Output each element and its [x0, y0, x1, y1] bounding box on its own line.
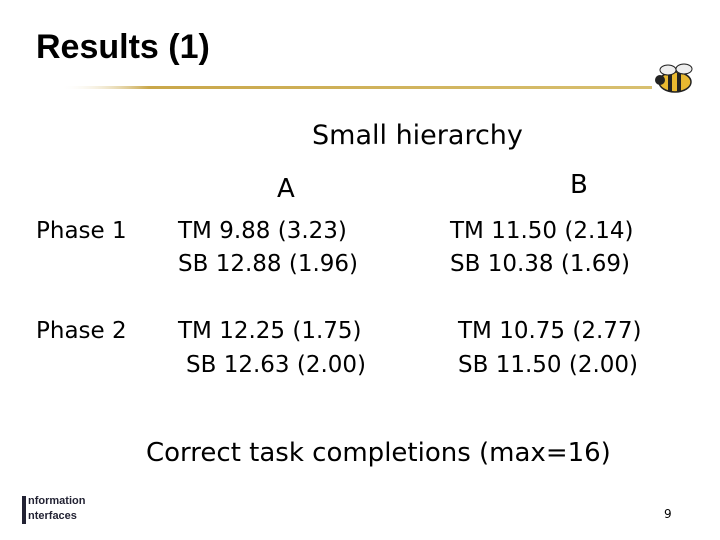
column-header: A	[277, 174, 295, 204]
column-header: B	[570, 170, 588, 200]
subtitle: Small hierarchy	[312, 120, 523, 151]
logo-bars	[22, 496, 26, 524]
row-label: Phase 2	[36, 318, 127, 344]
slide-title: Results (1)	[36, 28, 210, 66]
cell: SB 12.63 (2.00)	[186, 352, 367, 378]
cell: TM 11.50 (2.14)	[450, 218, 634, 244]
cell: SB 12.88 (1.96)	[178, 251, 359, 277]
page-number: 9	[664, 507, 672, 521]
cell: SB 11.50 (2.00)	[458, 352, 639, 378]
logo-text: nformation	[28, 495, 86, 507]
cell: SB 10.38 (1.69)	[450, 251, 631, 277]
row-label: Phase 1	[36, 218, 127, 244]
title-rule	[60, 86, 652, 89]
cell: TM 9.88 (3.23)	[178, 218, 347, 244]
logo-text: nterfaces	[28, 510, 77, 522]
cell: TM 10.75 (2.77)	[458, 318, 642, 344]
bee-icon	[655, 63, 693, 93]
cell: TM 12.25 (1.75)	[178, 318, 362, 344]
caption: Correct task completions (max=16)	[146, 438, 611, 468]
